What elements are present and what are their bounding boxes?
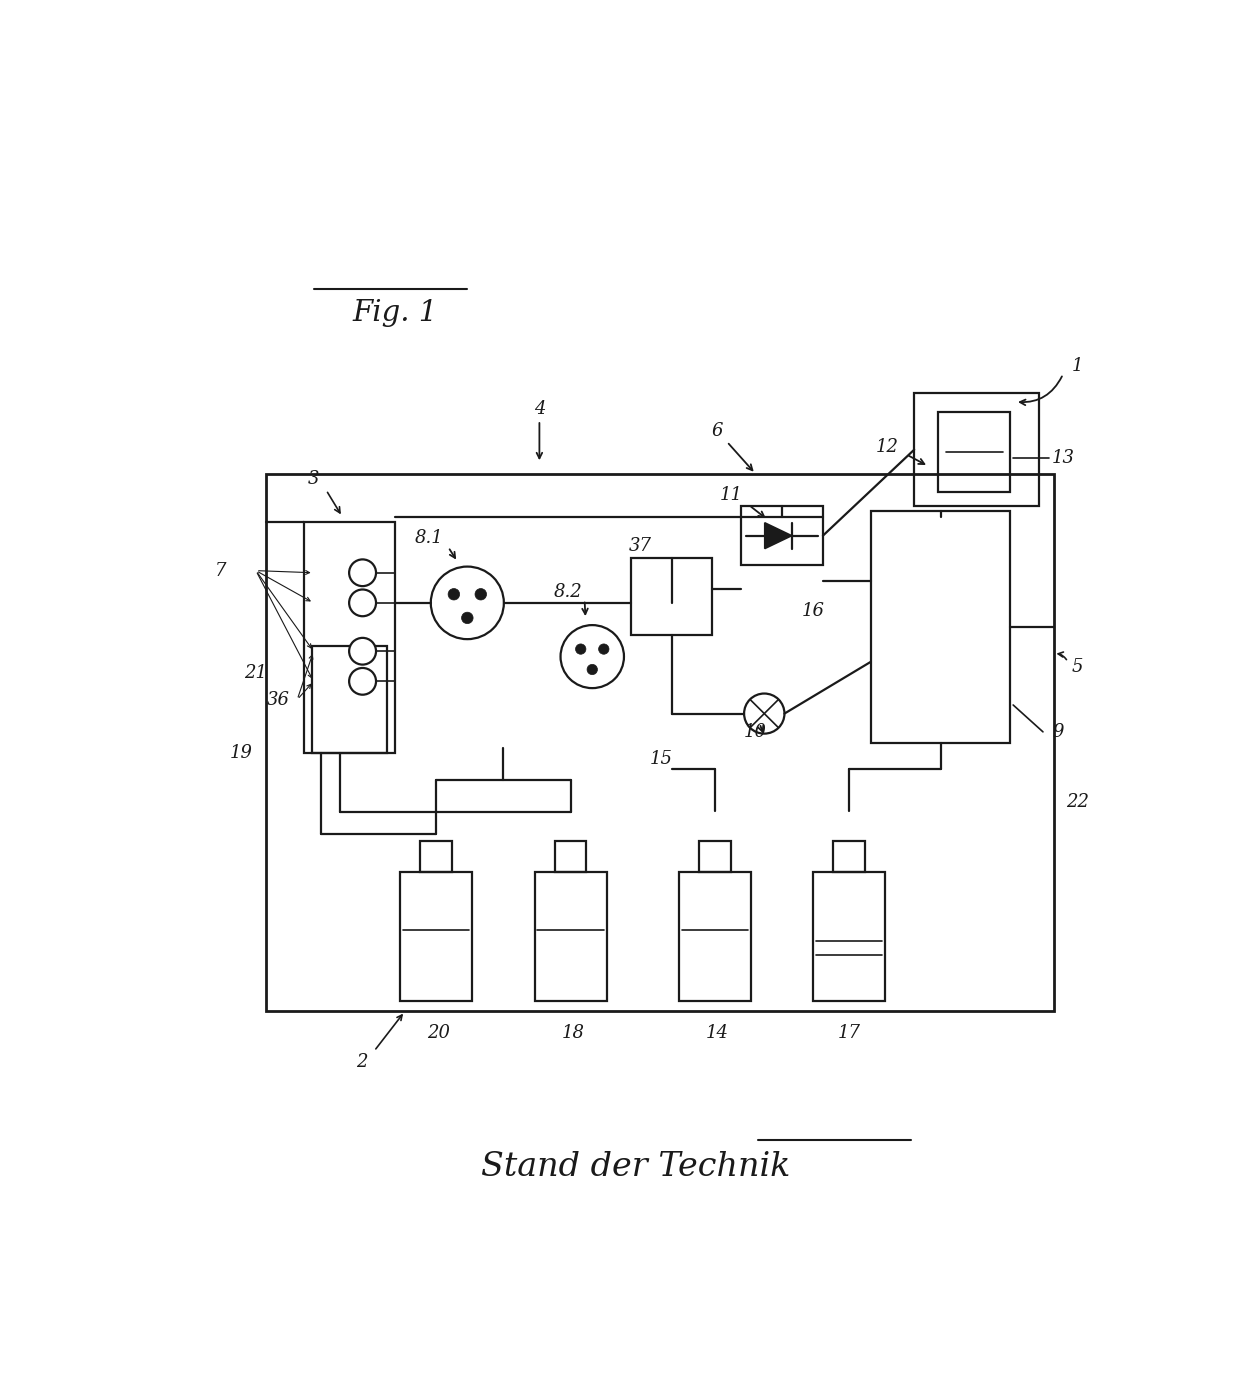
Ellipse shape <box>350 667 376 695</box>
Text: 21: 21 <box>244 663 268 681</box>
Text: 6: 6 <box>712 422 723 440</box>
Text: 12: 12 <box>875 438 899 456</box>
Text: 4: 4 <box>533 401 546 419</box>
Text: 14: 14 <box>706 1023 729 1041</box>
Text: 36: 36 <box>267 691 289 709</box>
Ellipse shape <box>461 613 474 624</box>
Text: Fig. 1: Fig. 1 <box>352 299 438 327</box>
Text: 22: 22 <box>1066 793 1089 811</box>
Text: 18: 18 <box>562 1023 584 1041</box>
Ellipse shape <box>587 664 598 674</box>
Text: 37: 37 <box>629 537 652 554</box>
Ellipse shape <box>744 694 785 734</box>
Bar <box>631 558 712 635</box>
Bar <box>534 871 606 1001</box>
Text: 3: 3 <box>308 470 320 489</box>
Bar <box>742 507 823 565</box>
Bar <box>265 473 1054 1011</box>
Bar <box>699 842 730 871</box>
Text: Stand der Technik: Stand der Technik <box>481 1152 790 1184</box>
Bar <box>870 511 1011 743</box>
Ellipse shape <box>599 644 609 655</box>
Bar <box>554 842 587 871</box>
Text: 15: 15 <box>650 750 673 768</box>
Bar <box>914 394 1039 507</box>
Bar <box>833 842 866 871</box>
Bar <box>420 842 451 871</box>
Ellipse shape <box>350 560 376 586</box>
Text: 20: 20 <box>427 1023 450 1041</box>
Text: 9: 9 <box>1053 723 1064 741</box>
Bar <box>311 646 387 754</box>
Text: 8.2: 8.2 <box>554 584 583 602</box>
Bar <box>678 871 750 1001</box>
Text: 19: 19 <box>229 744 253 762</box>
Text: 16: 16 <box>802 603 825 620</box>
Ellipse shape <box>350 589 376 616</box>
Text: 2: 2 <box>356 1053 367 1071</box>
Ellipse shape <box>575 644 587 655</box>
Bar <box>813 871 885 1001</box>
Polygon shape <box>765 522 791 549</box>
Text: 10: 10 <box>744 723 768 741</box>
Bar <box>401 871 472 1001</box>
Ellipse shape <box>560 625 624 688</box>
Text: 1: 1 <box>1071 357 1084 376</box>
Ellipse shape <box>430 567 503 639</box>
Text: 13: 13 <box>1052 448 1075 466</box>
Text: 8.1: 8.1 <box>414 529 443 547</box>
Ellipse shape <box>475 589 486 600</box>
Ellipse shape <box>350 638 376 664</box>
Bar <box>939 412 1011 493</box>
Bar <box>304 522 396 754</box>
Text: 17: 17 <box>837 1023 861 1041</box>
Ellipse shape <box>448 589 460 600</box>
Text: 5: 5 <box>1071 659 1084 676</box>
Text: 11: 11 <box>720 486 743 504</box>
Text: 7: 7 <box>215 561 226 579</box>
